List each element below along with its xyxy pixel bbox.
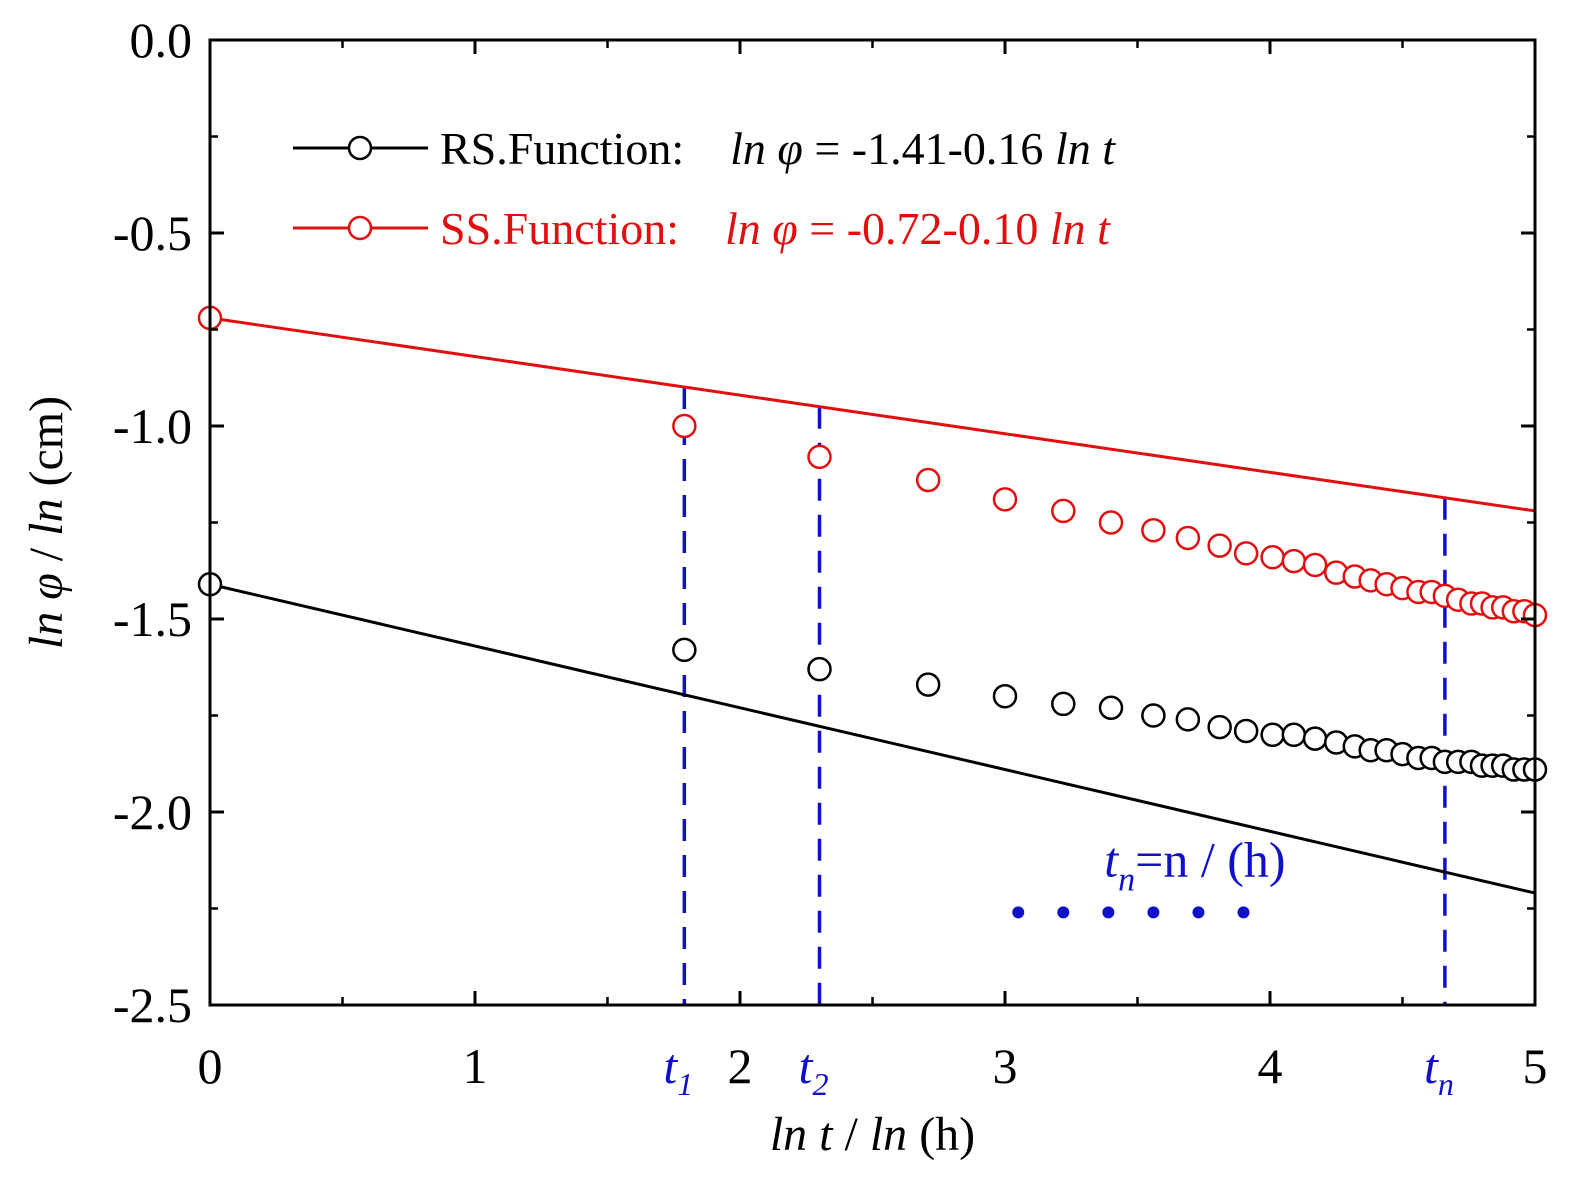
legend-swatch-marker-rs (347, 135, 373, 161)
data-point (1260, 722, 1285, 748)
ellipsis-dot (1012, 906, 1025, 919)
marker-label-main: t (1424, 1038, 1439, 1094)
legend-swatch-marker-ss (347, 215, 373, 241)
data-point (1302, 552, 1328, 578)
legend: RS.Function: ln φ = -1.41-0.16 ln t SS.F… (293, 123, 1116, 254)
y-tick-label: -1.5 (113, 591, 192, 647)
legend-eq-ln-ss: ln t (1050, 203, 1111, 254)
marker-label-main: t (663, 1038, 678, 1094)
y-tick-label: -0.5 (113, 205, 192, 261)
y-axis-label-unit: (cm) (20, 396, 73, 499)
legend-gap-rs (684, 123, 730, 174)
tn-annotation: tn=n / (h) (1104, 831, 1285, 898)
data-point (915, 672, 941, 697)
axis-ticks: 0 1 2 3 4 50.0-0.5-1.0-1.5-2.0-2.5t1 t2 tn (113, 12, 1548, 1102)
y-axis-label-lnphi: ln φ (20, 573, 73, 649)
y-tick-label: 0.0 (130, 12, 193, 68)
ellipsis-dot (1237, 906, 1250, 919)
fit-line-0 (209, 582, 1536, 895)
data-point (1207, 714, 1232, 740)
y-tick-label: -1.0 (113, 398, 192, 454)
data-point (672, 637, 697, 663)
ellipsis-dots (1012, 906, 1250, 919)
data-point (1175, 707, 1201, 732)
legend-entry-rs: RS.Function: ln φ = -1.41-0.16 ln t (293, 123, 1116, 174)
legend-eq-sign-rs: = (803, 123, 852, 174)
data-point (992, 683, 1018, 709)
data-point (807, 656, 832, 682)
data-point (1281, 548, 1307, 574)
legend-entry-ss: SS.Function: ln φ = -0.72-0.10 ln t (293, 203, 1111, 254)
x-axis-label-unit: (h) (907, 1108, 975, 1161)
x-tick-label: 1 (463, 1038, 488, 1094)
fit-line-1 (209, 316, 1536, 513)
data-point (1098, 695, 1124, 721)
data-point (1233, 541, 1259, 566)
marker-label-tn: tn (1424, 1038, 1454, 1102)
x-tick-label: 4 (1258, 1038, 1283, 1094)
series-1 (197, 305, 1548, 628)
legend-eq-sign-ss: = (798, 203, 847, 254)
legend-eq-ln-rs: ln t (1055, 123, 1116, 174)
data-point (1051, 691, 1076, 717)
y-axis-label: ln φ / ln (cm) (20, 396, 73, 649)
data-point (1141, 703, 1166, 728)
marker-label-sub: 1 (677, 1066, 693, 1102)
ellipsis-dot (1057, 906, 1070, 919)
legend-eq-rhs-rs: -1.41-0.16 (852, 123, 1055, 174)
x-tick-label: 0 (198, 1038, 223, 1094)
legend-gap-ss (679, 203, 725, 254)
x-axis-label-sep: / (833, 1108, 870, 1161)
y-tick-label: -2.5 (113, 977, 192, 1033)
legend-label-ss: SS.Function: ln φ = -0.72-0.10 ln t (440, 203, 1111, 254)
legend-eq-rhs-ss: -0.72-0.10 (847, 203, 1050, 254)
legend-eq-lhs-rs: ln φ (730, 123, 803, 174)
data-point (807, 444, 832, 470)
data-point (1281, 722, 1307, 748)
legend-eq-lhs-ss: ln φ (725, 203, 798, 254)
x-tick-label: 3 (993, 1038, 1018, 1094)
y-axis-label-ln: ln (20, 499, 73, 536)
plot-frame (208, 38, 1537, 1007)
legend-series-name-ss: SS.Function: (440, 203, 679, 254)
x-axis-label-lnt: ln t (770, 1108, 834, 1161)
tn-annotation-sub: n (1118, 861, 1135, 898)
plot-area (197, 305, 1548, 1005)
ellipsis-dot (1192, 906, 1205, 919)
marker-label-sub: 2 (812, 1066, 828, 1102)
data-point (915, 467, 941, 493)
data-point (1302, 726, 1328, 751)
tn-annotation-t: t (1104, 831, 1119, 887)
data-point (1175, 525, 1201, 551)
marker-label-main: t (799, 1038, 814, 1094)
data-point (672, 413, 697, 439)
legend-series-name-rs: RS.Function: (440, 123, 684, 174)
data-point (1260, 544, 1285, 570)
marker-label-t1: t1 (663, 1038, 693, 1102)
marker-label-sub: n (1438, 1066, 1454, 1102)
data-point (1051, 498, 1076, 524)
x-axis-label-ln: ln (870, 1108, 907, 1161)
marker-label-t2: t2 (799, 1038, 829, 1102)
y-tick-label: -2.0 (113, 784, 192, 840)
tn-annotation-rest: =n / (h) (1135, 831, 1285, 887)
x-tick-label: 5 (1523, 1038, 1548, 1094)
ellipsis-dot (1102, 906, 1115, 919)
ellipsis-dot (1147, 906, 1160, 919)
data-point (1207, 533, 1232, 558)
data-point (992, 487, 1018, 512)
x-tick-label: 2 (728, 1038, 753, 1094)
data-point (1141, 517, 1166, 543)
legend-label-rs: RS.Function: ln φ = -1.41-0.16 ln t (440, 123, 1116, 174)
data-point (1233, 718, 1259, 744)
series-0 (197, 572, 1548, 895)
data-point (1098, 510, 1124, 535)
x-axis-label: ln t / ln (h) (770, 1108, 975, 1161)
y-axis-label-sep: / (20, 536, 73, 573)
